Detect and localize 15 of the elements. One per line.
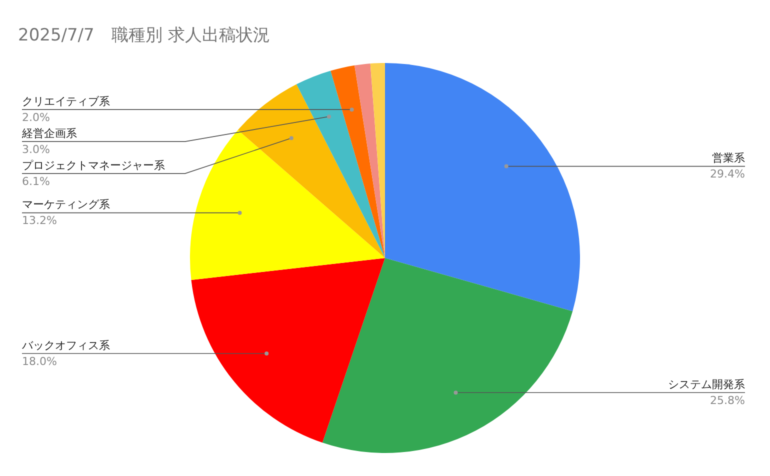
data-label: 13.2% [22,214,57,228]
data-label: 29.4% [710,168,745,181]
data-label: 25.8% [710,394,745,408]
data-label: 2.0% [22,110,50,124]
slice-label: プロジェクトマネージャー系 [22,158,165,172]
slice-label: 経営企画系 [21,126,77,140]
slice-label: クリエイティブ系 [22,94,110,108]
slice-label: 営業系 [712,152,745,165]
slice-label: バックオフィス系 [21,338,110,352]
slice-label: システム開発系 [668,378,745,392]
slice-label: マーケティング系 [22,198,110,212]
data-label: 18.0% [22,354,57,368]
chart-title: 2025/7/7 職種別 求人出稿状況 [18,25,270,46]
data-label: 6.1% [22,174,50,188]
data-label: 3.0% [22,142,50,156]
